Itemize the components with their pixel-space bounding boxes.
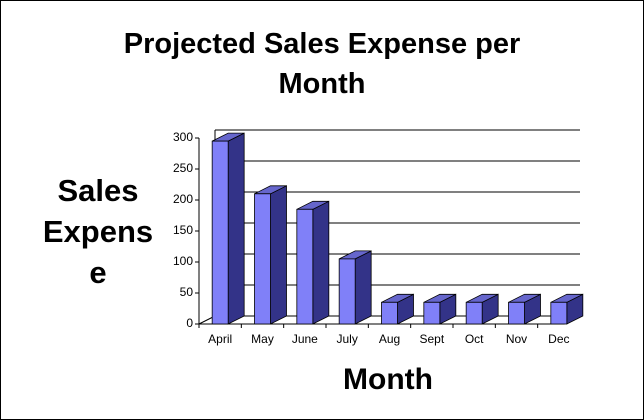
y-tick-label: 200 bbox=[173, 192, 193, 206]
x-tick-label: Sept bbox=[419, 332, 444, 346]
x-tick-label: Nov bbox=[506, 332, 527, 346]
bar bbox=[338, 250, 372, 325]
bar bbox=[381, 293, 414, 325]
bar bbox=[508, 293, 541, 325]
bar-front bbox=[381, 301, 398, 325]
x-tick-label: May bbox=[251, 332, 274, 346]
bar-front bbox=[296, 208, 314, 325]
bar bbox=[465, 293, 499, 325]
bar-side bbox=[270, 185, 287, 325]
x-tick-label: Oct bbox=[465, 332, 484, 346]
x-tick-label: Aug bbox=[379, 332, 400, 346]
chart-title: Projected Sales Expense per Month bbox=[123, 28, 521, 100]
y-tick-label: 0 bbox=[186, 316, 193, 330]
x-tick-label: April bbox=[208, 332, 232, 346]
x-tick-label: July bbox=[336, 332, 357, 346]
y-axis-label: Sales Expense bbox=[42, 173, 154, 290]
y-tick-label: 150 bbox=[173, 223, 193, 237]
bar bbox=[211, 132, 245, 325]
bar bbox=[296, 200, 330, 325]
y-tick-label: 100 bbox=[173, 254, 193, 268]
bar bbox=[550, 293, 584, 325]
x-tick-label: June bbox=[292, 332, 318, 346]
bar-side bbox=[312, 200, 330, 325]
y-tick-label: 300 bbox=[173, 130, 193, 144]
bar bbox=[254, 185, 287, 325]
bar-front bbox=[423, 301, 441, 325]
bar-front bbox=[338, 258, 356, 325]
bar-side bbox=[227, 132, 245, 325]
bar-front bbox=[465, 301, 483, 325]
y-tick-label: 50 bbox=[180, 285, 194, 299]
x-axis-label: Month bbox=[343, 363, 433, 396]
bar-side bbox=[354, 250, 372, 325]
bar bbox=[423, 293, 457, 325]
bar-front bbox=[550, 301, 568, 325]
x-tick-label: Dec bbox=[548, 332, 569, 346]
bar-front bbox=[211, 140, 229, 325]
bar-front bbox=[508, 301, 525, 325]
bar-front bbox=[254, 193, 271, 325]
y-tick-label: 250 bbox=[173, 161, 193, 175]
